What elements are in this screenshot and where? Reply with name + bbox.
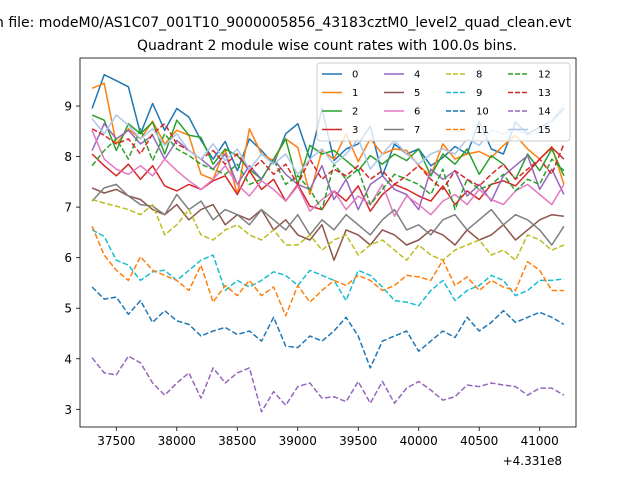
series-line-5 [91, 187, 564, 261]
series-layer [91, 73, 565, 413]
y-axis: 3 4 5 6 7 8 9 [64, 100, 80, 417]
series-line-2 [91, 114, 565, 186]
series-line-9 [91, 229, 564, 307]
plot-frame [79, 57, 577, 428]
y-tick-label: 8 [64, 150, 72, 164]
series-line-10 [91, 286, 565, 369]
legend-label-14: 14 [538, 107, 551, 118]
legend-label-12: 12 [538, 70, 551, 81]
x-tick-label: 40500 [460, 434, 498, 448]
y-tick-label: 6 [64, 251, 72, 265]
y-tick-label: 7 [64, 201, 72, 215]
x-axis: 37500 38000 38500 39000 39500 40000 40500 41000 [97, 427, 559, 448]
legend-label-13: 13 [538, 88, 551, 99]
series-line-8 [91, 198, 565, 261]
series-line-13 [91, 122, 565, 191]
x-tick-label: 38500 [218, 434, 256, 448]
series-line-11 [91, 226, 564, 317]
x-tick-label: 39000 [279, 434, 317, 448]
x-tick-label: 38000 [158, 434, 196, 448]
legend-label-15: 15 [538, 125, 551, 136]
legend-label-4: 4 [414, 70, 420, 81]
y-tick-label: 4 [64, 352, 72, 366]
figure-suptitle: n file: modeM0/AS1C07_001T10_9000005856_… [0, 15, 572, 31]
legend-label-0: 0 [352, 70, 358, 81]
x-offset-label: +4.331e8 [503, 454, 562, 468]
chart-title: Quadrant 2 module wise count rates with … [137, 38, 517, 54]
series-line-7 [91, 183, 565, 246]
legend-label-11: 11 [476, 125, 489, 136]
legend-label-1: 1 [352, 88, 358, 99]
legend-label-7: 7 [414, 125, 420, 136]
legend-box [316, 62, 571, 142]
series-line-14 [91, 355, 565, 413]
series-line-12 [91, 128, 565, 211]
y-tick-label: 5 [64, 302, 72, 316]
legend-label-2: 2 [352, 107, 358, 118]
x-tick-label: 40000 [400, 434, 438, 448]
y-tick-label: 3 [64, 403, 72, 417]
legend-label-8: 8 [476, 70, 482, 81]
legend-label-10: 10 [476, 107, 489, 118]
x-tick-label: 39500 [339, 434, 377, 448]
legend-label-5: 5 [414, 88, 420, 99]
series-line-6 [91, 130, 565, 217]
legend-label-3: 3 [352, 125, 358, 136]
x-tick-label: 41000 [521, 434, 559, 448]
x-tick-label: 37500 [97, 434, 135, 448]
legend-label-9: 9 [476, 88, 482, 99]
legend-label-6: 6 [414, 107, 420, 118]
series-line-4 [91, 122, 565, 211]
y-tick-label: 9 [64, 100, 72, 114]
